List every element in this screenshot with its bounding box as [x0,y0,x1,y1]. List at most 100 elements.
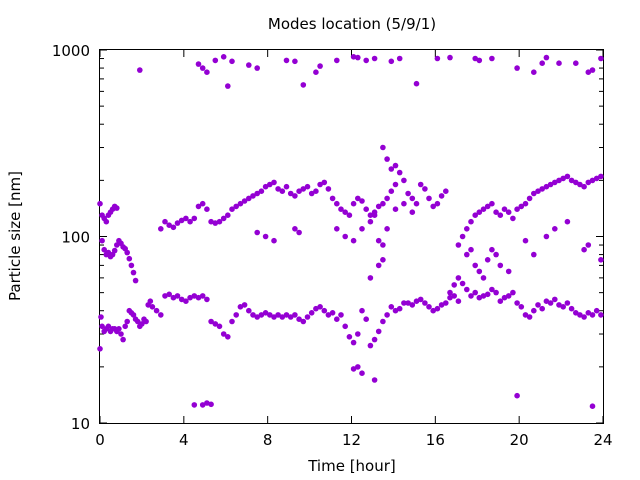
data-point [577,181,583,188]
data-point [334,200,340,207]
data-point [581,183,587,190]
data-point [262,233,269,240]
data-point [246,307,252,314]
x-tick-label: 4 [179,431,189,449]
data-point [430,307,437,314]
data-point [384,156,390,162]
data-point [132,277,139,284]
data-point [434,55,441,62]
data-point [484,203,491,210]
data-point [598,173,604,180]
data-point [355,195,361,202]
data-point [124,318,130,325]
data-point [564,218,571,225]
data-point [539,305,545,312]
data-point [422,186,428,192]
data-point [539,186,545,192]
data-point [313,188,319,194]
y-axis-label: Particle size [nm] [6,171,24,301]
data-point [375,328,382,335]
data-point [573,60,579,66]
data-point [484,291,491,298]
data-point [598,312,604,318]
data-point [522,237,529,244]
data-point [384,226,390,232]
data-point [359,198,365,204]
data-point [296,188,302,194]
data-point [225,334,231,340]
data-point [267,181,273,188]
data-point [220,54,227,60]
data-point [371,55,378,62]
data-point [195,203,202,210]
data-point [122,323,128,330]
data-point [505,293,512,299]
data-point [174,220,181,226]
data-point [166,291,172,298]
data-point [149,304,156,310]
data-point [585,69,592,75]
data-point [476,209,483,215]
data-point [598,55,604,62]
data-point [267,312,273,318]
data-point [367,275,374,281]
data-point [472,289,479,296]
y-tick-label: 10 [71,415,90,433]
data-point [97,200,103,207]
data-point [283,312,290,318]
data-point [103,218,110,225]
data-point [350,200,357,207]
data-point [170,224,177,231]
data-point [130,312,137,318]
data-point [468,246,474,253]
data-point [568,305,575,312]
data-point [380,318,386,325]
data-point [279,314,286,320]
data-point [451,282,458,288]
data-point [518,304,525,310]
data-point [438,302,445,308]
data-point [543,298,550,305]
data-point [220,215,227,222]
data-point [300,82,307,88]
data-point [350,339,357,346]
data-point [304,314,311,320]
data-point [158,226,164,232]
data-point [130,269,137,276]
data-point [388,304,395,310]
data-point [392,181,399,188]
data-point [183,215,189,222]
y-tick-label: 100 [61,229,90,247]
x-axis: 0 4 8 12 16 20 24 [95,50,613,449]
data-point [216,323,223,330]
data-point [191,402,198,408]
data-point [510,215,516,222]
data-point [426,304,432,310]
data-point [459,280,466,287]
data-point [581,246,587,253]
data-point [384,312,390,318]
data-point [510,289,516,296]
data-point [585,179,592,186]
data-point [359,370,365,377]
data-point [250,312,256,318]
data-point [493,209,499,215]
data-point [254,314,260,320]
data-point [392,307,399,314]
data-point [535,188,541,194]
data-point [99,323,105,330]
data-point [514,392,520,399]
data-point [321,307,328,314]
data-point [258,188,265,194]
data-point [220,331,227,337]
data-point [484,257,491,263]
data-point [405,300,411,306]
data-point [472,262,479,269]
data-point [300,186,307,192]
x-tick-label: 24 [593,431,612,449]
data-point [568,177,575,184]
data-point [191,293,198,299]
data-point [350,366,357,372]
data-point [493,251,499,258]
